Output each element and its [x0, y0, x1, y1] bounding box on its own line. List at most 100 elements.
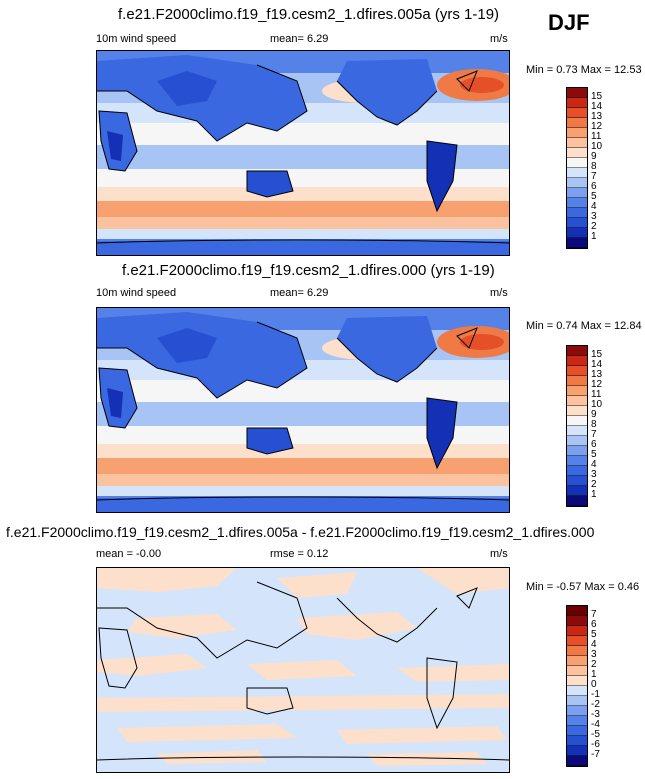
panel-1-mean: mean= 6.29 — [270, 33, 329, 45]
colorbar-swatch — [567, 128, 587, 138]
colorbar-swatch — [567, 626, 587, 636]
colorbar-tick-label: -3 — [591, 709, 600, 720]
colorbar-tick-label: 0 — [591, 679, 597, 690]
colorbar-swatch — [567, 228, 587, 238]
colorbar-swatch — [567, 108, 587, 118]
colorbar-swatch — [567, 406, 587, 416]
colorbar-swatch — [567, 376, 587, 386]
panel-3-title: f.e21.F2000climo.f19_f19.cesm2_1.dfires.… — [6, 524, 595, 540]
colorbar-swatch — [567, 686, 587, 696]
colorbar-tick-label: 7 — [591, 429, 597, 440]
colorbar-tick-label: 7 — [591, 609, 597, 620]
colorbar-tick-label: 6 — [591, 181, 597, 192]
colorbar-tick-label: 12 — [591, 379, 603, 390]
colorbar-swatch — [567, 456, 587, 466]
colorbar-tick-label: 4 — [591, 639, 597, 650]
panel-3-colorbar-swatches — [567, 606, 587, 766]
colorbar-tick-label: -4 — [591, 719, 600, 730]
colorbar-tick-label: 5 — [591, 191, 597, 202]
colorbar-swatch — [567, 656, 587, 666]
colorbar-swatch — [567, 756, 587, 766]
colorbar-tick-label: -1 — [591, 689, 600, 700]
panel-3-colorbar — [566, 605, 588, 767]
colorbar-tick-label: 9 — [591, 409, 597, 420]
panel-2-colorbar — [566, 345, 588, 507]
colorbar-swatch — [567, 426, 587, 436]
colorbar-tick-label: -6 — [591, 739, 600, 750]
colorbar-swatch — [567, 356, 587, 366]
colorbar-swatch — [567, 706, 587, 716]
colorbar-swatch — [567, 188, 587, 198]
colorbar-swatch — [567, 606, 587, 616]
colorbar-swatch — [567, 218, 587, 228]
colorbar-tick-label: -2 — [591, 699, 600, 710]
colorbar-swatch — [567, 416, 587, 426]
colorbar-tick-label: 15 — [591, 349, 603, 360]
colorbar-swatch — [567, 736, 587, 746]
colorbar-swatch — [567, 436, 587, 446]
panel-1-minmax: Min = 0.73 Max = 12.53 — [526, 64, 642, 76]
colorbar-swatch — [567, 446, 587, 456]
colorbar-swatch — [567, 676, 587, 686]
panel-1-units: m/s — [490, 33, 508, 45]
colorbar-swatch — [567, 198, 587, 208]
colorbar-tick-label: 11 — [591, 389, 602, 400]
colorbar-swatch — [567, 208, 587, 218]
colorbar-tick-label: 10 — [591, 399, 603, 410]
colorbar-tick-label: 10 — [591, 141, 603, 152]
panel-3-mean: mean = -0.00 — [96, 548, 162, 560]
colorbar-swatch — [567, 98, 587, 108]
colorbar-tick-label: 5 — [591, 449, 597, 460]
colorbar-swatch — [567, 396, 587, 406]
colorbar-tick-label: 3 — [591, 649, 597, 660]
colorbar-swatch — [567, 148, 587, 158]
colorbar-swatch — [567, 486, 587, 496]
panel-2-map — [96, 307, 510, 513]
panel-2-mean: mean= 6.29 — [270, 287, 329, 299]
colorbar-swatch — [567, 496, 587, 506]
colorbar-tick-label: 14 — [591, 359, 603, 370]
colorbar-tick-label: 1 — [591, 669, 597, 680]
colorbar-swatch — [567, 168, 587, 178]
panel-2-map-svg — [97, 308, 509, 512]
colorbar-tick-label: 8 — [591, 419, 597, 430]
panel-1-colorbar — [566, 87, 588, 249]
colorbar-tick-label: 2 — [591, 221, 597, 232]
panel-3-units: m/s — [490, 548, 508, 560]
colorbar-tick-label: 6 — [591, 619, 597, 630]
panel-1-map — [96, 50, 510, 256]
panel-2-minmax: Min = 0.74 Max = 12.84 — [526, 320, 642, 332]
colorbar-swatch — [567, 238, 587, 248]
colorbar-swatch — [567, 366, 587, 376]
colorbar-tick-label: 2 — [591, 479, 597, 490]
colorbar-tick-label: 12 — [591, 121, 603, 132]
colorbar-swatch — [567, 158, 587, 168]
colorbar-swatch — [567, 746, 587, 756]
panel-2-colorbar-swatches — [567, 346, 587, 506]
panel-1-colorbar-swatches — [567, 88, 587, 248]
colorbar-tick-label: 8 — [591, 161, 597, 172]
panel-3-map — [96, 567, 510, 773]
colorbar-swatch — [567, 636, 587, 646]
colorbar-tick-label: -5 — [591, 729, 600, 740]
colorbar-swatch — [567, 346, 587, 356]
panel-3-minmax: Min = -0.57 Max = 0.46 — [526, 581, 640, 593]
panel-2-units: m/s — [490, 287, 508, 299]
panel-1-variable-label: 10m wind speed — [96, 33, 177, 45]
colorbar-swatch — [567, 726, 587, 736]
colorbar-tick-label: 15 — [591, 91, 603, 102]
colorbar-swatch — [567, 88, 587, 98]
colorbar-swatch — [567, 716, 587, 726]
colorbar-tick-label: 13 — [591, 111, 603, 122]
colorbar-tick-label: 1 — [591, 489, 597, 500]
colorbar-tick-label: 3 — [591, 469, 597, 480]
panel-1-map-svg — [97, 51, 509, 255]
colorbar-swatch — [567, 666, 587, 676]
colorbar-swatch — [567, 466, 587, 476]
colorbar-tick-label: 3 — [591, 211, 597, 222]
panel-1-title: f.e21.F2000climo.f19_f19.cesm2_1.dfires.… — [118, 6, 500, 23]
colorbar-tick-label: 9 — [591, 151, 597, 162]
colorbar-tick-label: 11 — [591, 131, 602, 142]
colorbar-tick-label: 7 — [591, 171, 597, 182]
panel-3-rmse: rmse = 0.12 — [270, 548, 329, 560]
